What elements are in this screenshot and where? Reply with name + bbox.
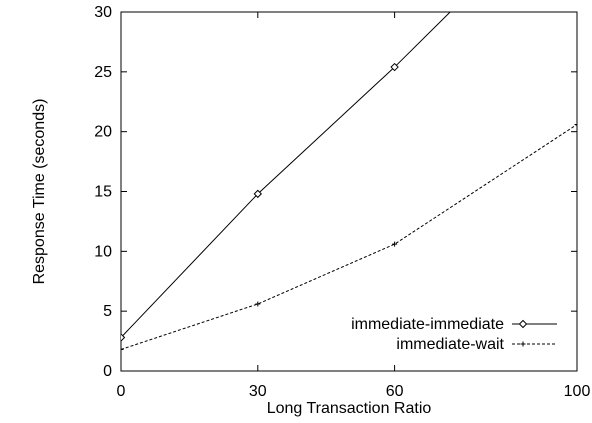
series-immediate-wait	[121, 121, 577, 352]
legend-marker	[520, 341, 526, 347]
data-point	[121, 346, 124, 352]
x-tick-label: 60	[386, 383, 404, 400]
legend-label: immediate-wait	[396, 336, 504, 353]
y-tick-label: 30	[94, 4, 112, 21]
data-point	[255, 301, 261, 307]
y-axis-label: Response Time (seconds)	[31, 99, 48, 285]
data-point	[392, 241, 398, 247]
x-axis-label: Long Transaction Ratio	[267, 400, 432, 417]
y-tick-label: 20	[94, 124, 112, 141]
y-axis-ticks: 0 5 10 15 20 25 30	[94, 4, 577, 380]
x-axis-ticks: 0 30 60 100	[117, 12, 591, 400]
data-point	[390, 62, 399, 72]
x-tick-label: 0	[117, 383, 126, 400]
series-line	[121, 124, 577, 350]
series-line	[121, 12, 451, 338]
data-point	[253, 189, 263, 199]
y-tick-label: 5	[103, 303, 112, 320]
y-tick-label: 15	[94, 184, 112, 201]
series-immediate-immediate	[121, 12, 451, 342]
legend-label: immediate-immediate	[351, 316, 504, 333]
y-tick-label: 10	[94, 243, 112, 260]
data-point	[574, 121, 577, 127]
x-tick-label: 100	[564, 383, 591, 400]
y-tick-label: 0	[103, 363, 112, 380]
data-point	[121, 333, 126, 342]
plot-frame	[120, 11, 578, 372]
series-layer	[121, 12, 577, 352]
legend: immediate-immediate immediate-wait	[351, 316, 557, 353]
y-tick-label: 25	[94, 64, 112, 81]
x-tick-label: 30	[249, 383, 267, 400]
legend-marker	[518, 319, 528, 329]
